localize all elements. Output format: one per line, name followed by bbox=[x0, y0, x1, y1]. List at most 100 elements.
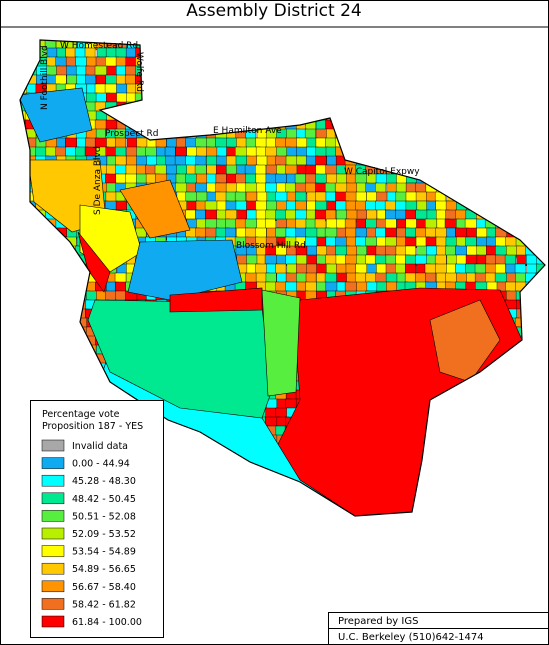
precinct bbox=[246, 506, 261, 516]
precinct bbox=[395, 209, 407, 220]
precinct bbox=[236, 506, 248, 516]
precinct bbox=[446, 65, 459, 78]
precinct bbox=[445, 173, 459, 184]
precinct bbox=[425, 128, 440, 140]
precinct bbox=[476, 371, 491, 383]
precinct bbox=[425, 74, 437, 88]
precinct bbox=[466, 416, 480, 427]
precinct bbox=[316, 56, 331, 67]
precinct bbox=[20, 407, 30, 419]
precinct bbox=[204, 497, 216, 509]
precinct bbox=[256, 155, 268, 166]
precinct bbox=[265, 74, 278, 85]
precinct bbox=[325, 506, 337, 516]
precinct bbox=[55, 326, 69, 339]
precinct bbox=[45, 30, 57, 40]
precinct bbox=[325, 40, 337, 41]
precinct-region bbox=[261, 289, 301, 397]
precinct bbox=[26, 380, 39, 394]
precinct bbox=[20, 326, 30, 340]
precinct bbox=[426, 515, 438, 516]
precinct bbox=[384, 47, 396, 60]
precinct bbox=[275, 47, 287, 59]
precinct bbox=[295, 191, 307, 202]
precinct bbox=[475, 461, 487, 473]
precinct bbox=[525, 443, 538, 454]
precinct bbox=[495, 389, 510, 400]
precinct bbox=[516, 398, 530, 410]
precinct bbox=[145, 101, 157, 112]
precinct bbox=[55, 281, 66, 294]
legend-label: 54.89 - 56.65 bbox=[72, 564, 136, 575]
precinct bbox=[215, 137, 229, 148]
precinct bbox=[205, 92, 219, 105]
precinct bbox=[164, 146, 176, 158]
precinct bbox=[346, 146, 357, 157]
precinct bbox=[265, 47, 277, 58]
precinct bbox=[304, 74, 317, 87]
precinct bbox=[246, 101, 260, 113]
precinct bbox=[375, 272, 388, 283]
precinct bbox=[505, 488, 516, 501]
precinct bbox=[496, 479, 510, 491]
precinct bbox=[416, 40, 429, 50]
credit-text: Prepared by IGS bbox=[338, 616, 418, 627]
precinct bbox=[295, 200, 307, 212]
precinct bbox=[536, 461, 545, 473]
precinct bbox=[335, 236, 348, 248]
precinct bbox=[504, 209, 518, 221]
precinct bbox=[354, 272, 367, 284]
precinct bbox=[536, 290, 545, 302]
precinct bbox=[534, 380, 545, 393]
precinct bbox=[486, 56, 499, 69]
precinct bbox=[175, 443, 188, 454]
precinct bbox=[445, 470, 460, 482]
road-label: Prospect Rd bbox=[105, 129, 159, 139]
precinct bbox=[535, 164, 545, 175]
precinct bbox=[515, 74, 529, 86]
precinct bbox=[236, 40, 248, 41]
precinct bbox=[515, 65, 527, 77]
precinct bbox=[386, 281, 398, 292]
precinct bbox=[394, 101, 410, 113]
precinct bbox=[205, 110, 220, 121]
precinct bbox=[355, 137, 366, 148]
precinct bbox=[45, 371, 60, 383]
precinct bbox=[186, 110, 200, 123]
precinct bbox=[20, 506, 27, 516]
precinct bbox=[535, 74, 545, 86]
precinct bbox=[335, 83, 350, 95]
precinct bbox=[226, 488, 239, 500]
precinct bbox=[536, 362, 545, 375]
precinct bbox=[20, 443, 30, 454]
precinct bbox=[335, 47, 347, 58]
precinct bbox=[25, 299, 38, 311]
precinct bbox=[506, 407, 521, 418]
precinct bbox=[215, 452, 230, 465]
precinct bbox=[376, 119, 390, 130]
precinct bbox=[466, 128, 479, 140]
precinct bbox=[26, 245, 39, 258]
precinct bbox=[435, 101, 446, 112]
precinct bbox=[85, 74, 96, 85]
precinct bbox=[314, 40, 327, 41]
precinct bbox=[446, 56, 461, 69]
legend-label: 0.00 - 44.94 bbox=[72, 459, 130, 470]
precinct bbox=[384, 56, 396, 69]
precinct bbox=[334, 74, 347, 86]
legend-label: 56.67 - 58.40 bbox=[72, 582, 136, 593]
precinct bbox=[385, 218, 397, 229]
precinct bbox=[396, 56, 409, 69]
precinct bbox=[156, 101, 168, 112]
precinct bbox=[436, 155, 449, 166]
precinct bbox=[445, 137, 460, 149]
precinct bbox=[476, 515, 488, 516]
precinct bbox=[376, 40, 388, 41]
precinct bbox=[535, 398, 545, 411]
precinct bbox=[265, 83, 280, 97]
precinct bbox=[455, 164, 468, 177]
precinct bbox=[496, 101, 512, 112]
precinct bbox=[216, 101, 228, 112]
precinct bbox=[425, 83, 439, 94]
precinct bbox=[355, 40, 369, 51]
